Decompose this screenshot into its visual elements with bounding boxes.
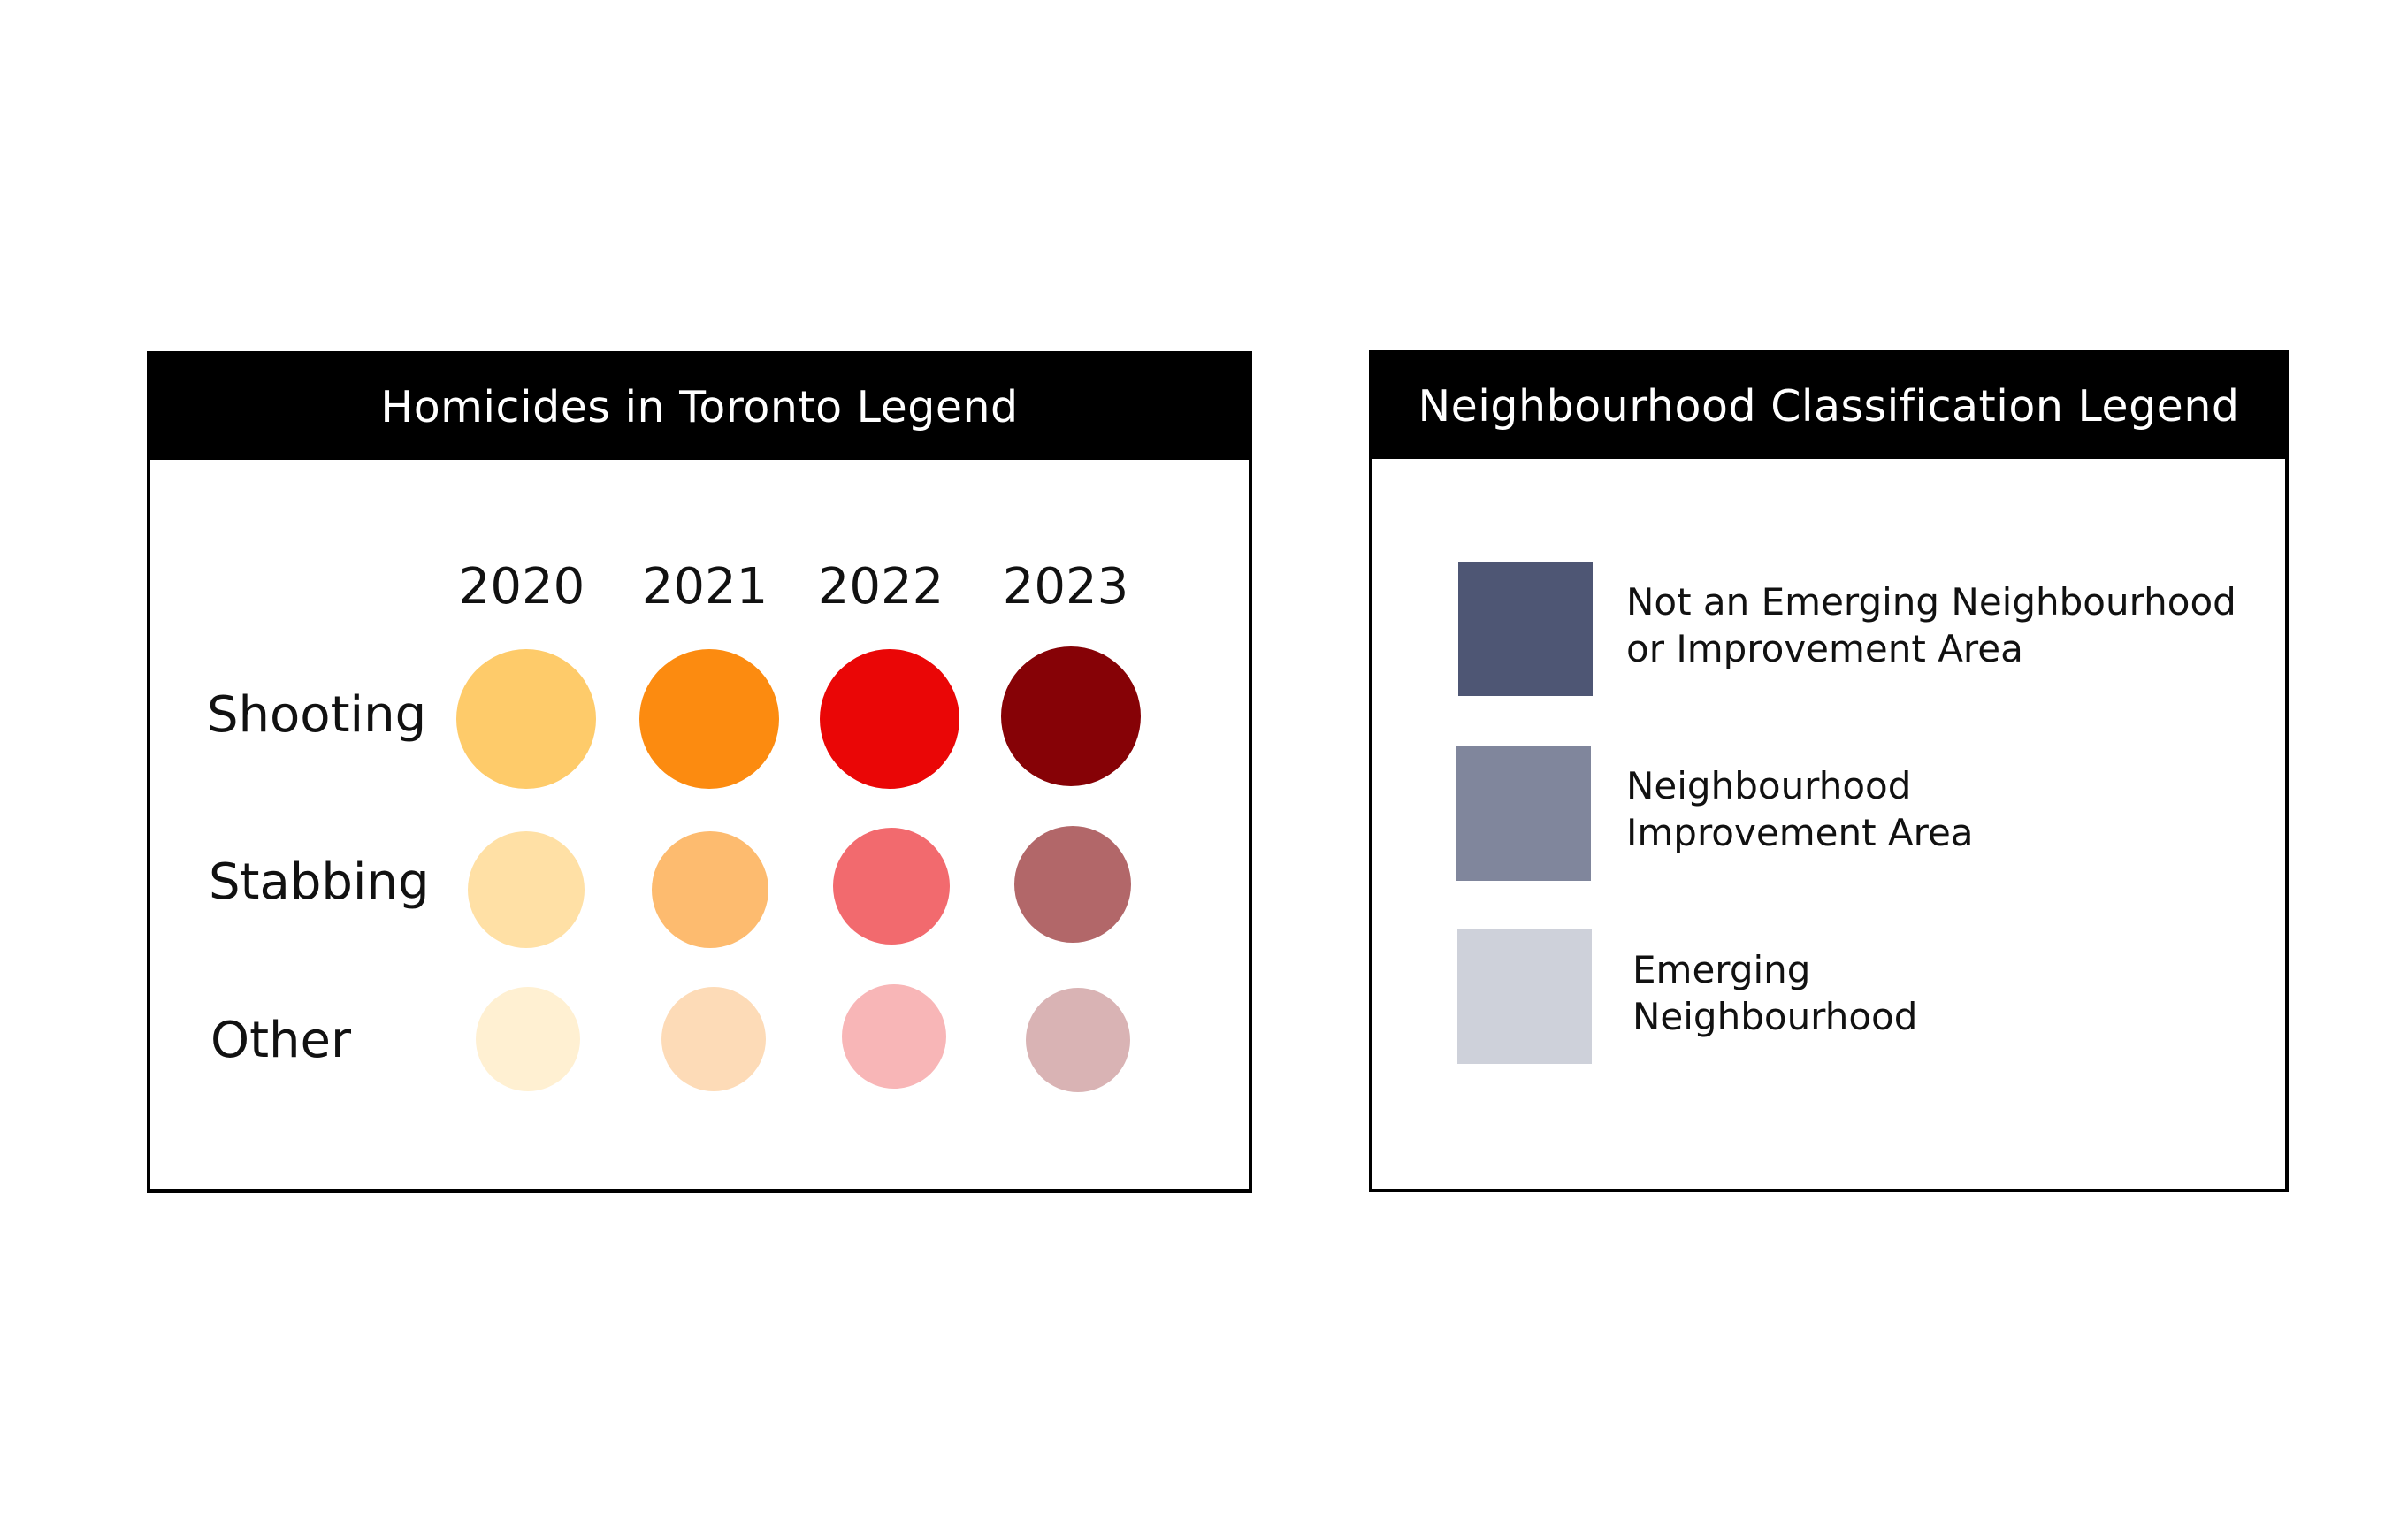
row-label-other: Other <box>210 1012 352 1069</box>
label-not-emerging-or-improvement: Not an Emerging Neighbourhood or Improve… <box>1626 578 2236 672</box>
homicides-legend-title: Homicides in Toronto Legend <box>150 355 1249 460</box>
year-label-2023: 2023 <box>1002 558 1129 616</box>
dot-stabbing-2020 <box>468 831 585 948</box>
label-line-1: Emerging <box>1632 948 1811 991</box>
label-line-2: or Improvement Area <box>1626 627 2023 670</box>
year-label-2022: 2022 <box>817 558 944 616</box>
dot-other-2021 <box>661 987 766 1091</box>
neighbourhood-legend: Neighbourhood Classification Legend Not … <box>1369 350 2289 1192</box>
label-line-2: Improvement Area <box>1626 811 1974 854</box>
dot-shooting-2021 <box>639 649 779 789</box>
dot-other-2020 <box>476 987 580 1091</box>
neighbourhood-legend-title: Neighbourhood Classification Legend <box>1372 354 2285 459</box>
dot-stabbing-2021 <box>652 831 768 948</box>
dot-shooting-2020 <box>456 649 596 789</box>
label-emerging-neighbourhood: Emerging Neighbourhood <box>1632 946 1917 1040</box>
homicides-legend: Homicides in Toronto Legend 2020 2021 20… <box>147 351 1252 1193</box>
swatch-emerging-neighbourhood <box>1457 929 1592 1064</box>
dot-stabbing-2023 <box>1014 826 1131 943</box>
label-line-1: Not an Emerging Neighbourhood <box>1626 580 2236 623</box>
label-improvement-area: Neighbourhood Improvement Area <box>1626 762 1974 856</box>
label-line-2: Neighbourhood <box>1632 995 1918 1038</box>
dot-shooting-2022 <box>820 649 959 789</box>
dot-shooting-2023 <box>1001 646 1141 786</box>
label-line-1: Neighbourhood <box>1626 764 1912 807</box>
swatch-not-emerging-or-improvement <box>1458 562 1593 696</box>
row-label-stabbing: Stabbing <box>209 853 430 911</box>
row-label-shooting: Shooting <box>207 686 427 744</box>
year-label-2020: 2020 <box>458 558 585 616</box>
dot-other-2023 <box>1026 988 1130 1092</box>
dot-other-2022 <box>842 984 946 1089</box>
year-label-2021: 2021 <box>641 558 768 616</box>
swatch-improvement-area <box>1456 746 1591 881</box>
dot-stabbing-2022 <box>833 828 950 945</box>
